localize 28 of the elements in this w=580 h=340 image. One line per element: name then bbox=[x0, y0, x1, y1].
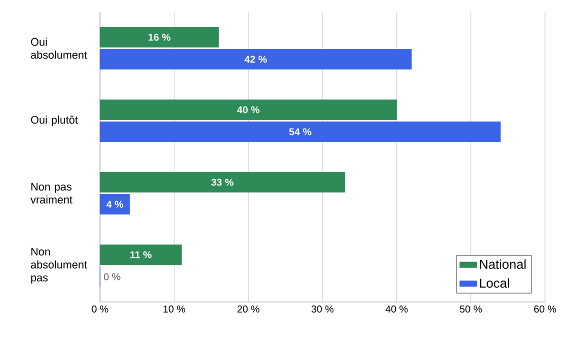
bar bbox=[100, 122, 501, 142]
y-tick-label: Non absolument pas bbox=[30, 248, 88, 284]
x-tick-label: 20 % bbox=[237, 306, 260, 313]
data-label: 0 % bbox=[104, 273, 120, 280]
legend-label: Local bbox=[480, 278, 510, 288]
x-tick-label: 0 % bbox=[92, 306, 108, 313]
y-tick-label: Oui plutôt bbox=[30, 116, 78, 126]
data-label: 4 % bbox=[106, 200, 124, 208]
bar bbox=[100, 194, 130, 214]
y-tick-label: Non pas vraiment bbox=[30, 182, 72, 204]
bar bbox=[100, 244, 182, 265]
data-label: 11 % bbox=[130, 251, 152, 258]
data-label: 42 % bbox=[244, 56, 267, 63]
y-tick-label: Oui absolument bbox=[30, 38, 88, 59]
x-tick-label: 60 % bbox=[534, 306, 556, 313]
data-label: 16 % bbox=[148, 34, 170, 41]
data-label: 40 % bbox=[237, 106, 260, 114]
data-label: 33 % bbox=[211, 178, 234, 186]
data-label: 54 % bbox=[289, 128, 312, 136]
x-tick-label: 50 % bbox=[460, 306, 482, 313]
x-tick-label: 10 % bbox=[164, 306, 186, 313]
bar bbox=[100, 49, 412, 70]
bar bbox=[100, 27, 219, 48]
bar bbox=[100, 172, 345, 192]
x-tick-label: 30 % bbox=[312, 306, 334, 313]
legend-label: National bbox=[480, 259, 526, 269]
x-tick-label: 40 % bbox=[386, 306, 408, 313]
bar bbox=[100, 100, 397, 120]
